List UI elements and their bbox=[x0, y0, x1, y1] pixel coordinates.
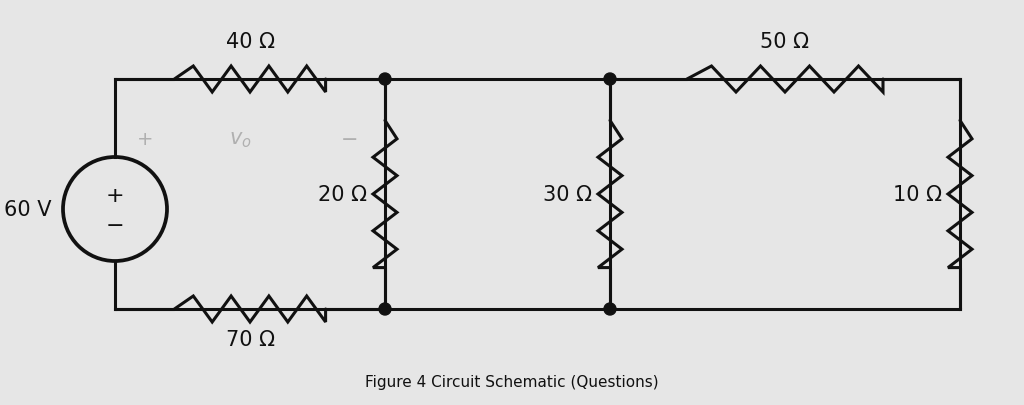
Text: Figure 4 Circuit Schematic (Questions): Figure 4 Circuit Schematic (Questions) bbox=[366, 374, 658, 389]
Text: 50 Ω: 50 Ω bbox=[761, 32, 810, 52]
Circle shape bbox=[604, 303, 616, 315]
Text: 10 Ω: 10 Ω bbox=[893, 185, 942, 205]
Text: 60 V: 60 V bbox=[3, 200, 51, 220]
Text: −: − bbox=[105, 215, 124, 235]
Text: −: − bbox=[341, 130, 358, 149]
Text: +: + bbox=[105, 185, 124, 205]
Circle shape bbox=[379, 303, 391, 315]
Circle shape bbox=[604, 74, 616, 86]
Text: 70 Ω: 70 Ω bbox=[225, 329, 274, 349]
Text: +: + bbox=[137, 130, 154, 149]
Circle shape bbox=[379, 74, 391, 86]
Text: 30 Ω: 30 Ω bbox=[543, 185, 592, 205]
Text: 20 Ω: 20 Ω bbox=[318, 185, 367, 205]
Text: $v_o$: $v_o$ bbox=[228, 130, 251, 149]
Text: 40 Ω: 40 Ω bbox=[225, 32, 274, 52]
